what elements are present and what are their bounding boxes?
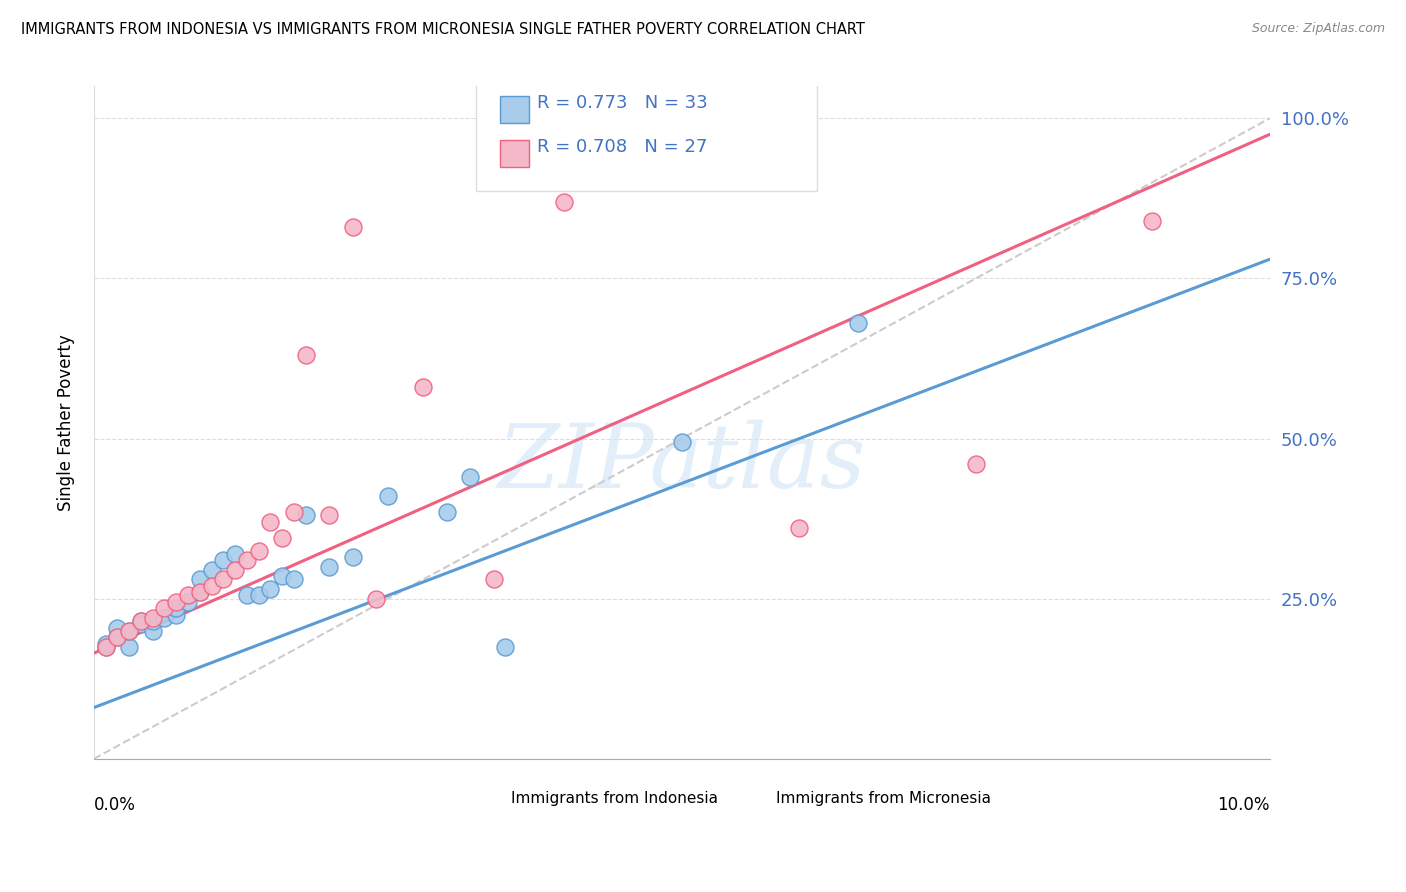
Bar: [499, 140, 529, 167]
Point: [94, 636, 117, 650]
Point: [283, 505, 305, 519]
Point: [153, 611, 176, 625]
Point: [165, 595, 187, 609]
Point: [318, 508, 340, 523]
Point: [846, 316, 869, 330]
FancyBboxPatch shape: [477, 83, 817, 191]
Point: [142, 611, 165, 625]
Point: [188, 585, 211, 599]
Point: [377, 489, 399, 503]
Point: [259, 582, 281, 596]
Point: [494, 640, 516, 654]
Point: [200, 579, 222, 593]
Point: [94, 640, 117, 654]
Point: [107, 620, 129, 634]
Point: [259, 515, 281, 529]
Point: [247, 589, 270, 603]
Point: [412, 380, 434, 394]
Point: [482, 573, 505, 587]
Text: IMMIGRANTS FROM INDONESIA VS IMMIGRANTS FROM MICRONESIA SINGLE FATHER POVERTY CO: IMMIGRANTS FROM INDONESIA VS IMMIGRANTS …: [21, 22, 865, 37]
Point: [789, 521, 811, 535]
Point: [342, 220, 364, 235]
Point: [212, 553, 235, 567]
Point: [129, 617, 152, 632]
Point: [212, 573, 235, 587]
Text: Source: ZipAtlas.com: Source: ZipAtlas.com: [1251, 22, 1385, 36]
Point: [1140, 214, 1163, 228]
Point: [342, 550, 364, 565]
Point: [271, 531, 294, 545]
Text: 10.0%: 10.0%: [1218, 796, 1270, 814]
Point: [458, 470, 481, 484]
Point: [965, 457, 987, 471]
Point: [107, 630, 129, 644]
Point: [318, 559, 340, 574]
Point: [236, 553, 259, 567]
Point: [224, 547, 246, 561]
Point: [553, 194, 575, 209]
Text: ZIPatlas: ZIPatlas: [498, 419, 866, 507]
Point: [107, 630, 129, 644]
Point: [247, 543, 270, 558]
Bar: [747, 788, 768, 809]
Point: [142, 614, 165, 628]
Point: [294, 348, 316, 362]
Point: [118, 624, 141, 638]
Text: Immigrants from Indonesia: Immigrants from Indonesia: [512, 791, 718, 806]
Point: [142, 624, 165, 638]
Point: [188, 585, 211, 599]
Point: [153, 601, 176, 615]
Point: [436, 505, 458, 519]
Text: R = 0.708   N = 27: R = 0.708 N = 27: [537, 138, 707, 156]
Bar: [499, 96, 529, 123]
Point: [118, 640, 141, 654]
Point: [294, 508, 316, 523]
Bar: [482, 788, 503, 809]
Point: [129, 614, 152, 628]
Point: [224, 563, 246, 577]
Point: [271, 569, 294, 583]
Point: [118, 624, 141, 638]
Text: R = 0.773   N = 33: R = 0.773 N = 33: [537, 95, 709, 112]
Point: [177, 595, 200, 609]
Point: [283, 573, 305, 587]
Y-axis label: Single Father Poverty: Single Father Poverty: [58, 334, 75, 511]
Point: [366, 591, 388, 606]
Point: [188, 573, 211, 587]
Point: [236, 589, 259, 603]
Text: 0.0%: 0.0%: [94, 796, 136, 814]
Point: [129, 614, 152, 628]
Point: [165, 601, 187, 615]
Point: [671, 434, 693, 449]
Point: [94, 640, 117, 654]
Point: [177, 589, 200, 603]
Point: [200, 563, 222, 577]
Text: Immigrants from Micronesia: Immigrants from Micronesia: [776, 791, 991, 806]
Point: [165, 607, 187, 622]
